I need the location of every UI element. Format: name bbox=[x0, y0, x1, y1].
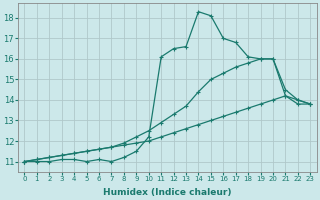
X-axis label: Humidex (Indice chaleur): Humidex (Indice chaleur) bbox=[103, 188, 232, 197]
